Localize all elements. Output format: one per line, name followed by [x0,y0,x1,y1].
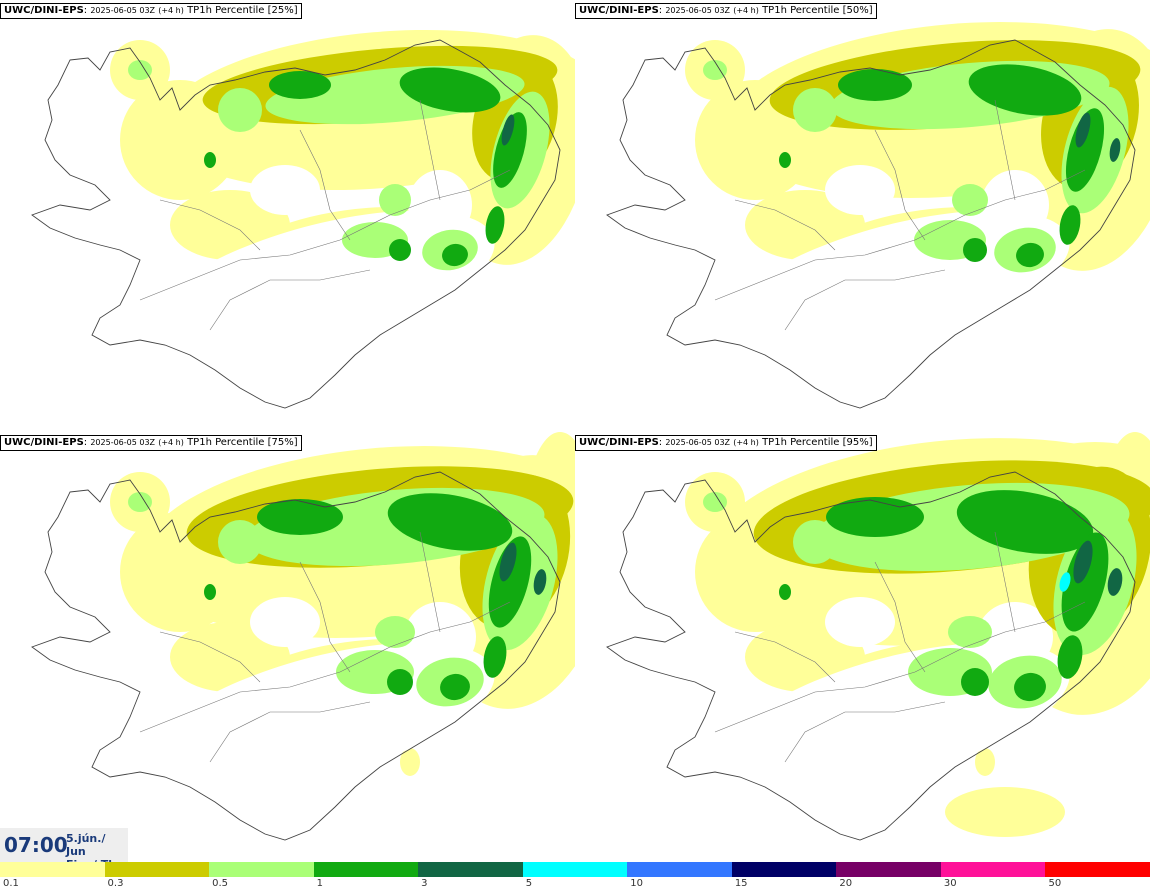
precipitation-map [606,22,1150,409]
legend-tick-label: 5 [525,878,533,889]
lead-time: (+4 h) [158,438,184,447]
map-panel-4: UWC/DINI-EPS: 2025-06-05 03Z (+4 h) TP1h… [575,432,1150,862]
map-panel-3: UWC/DINI-EPS: 2025-06-05 03Z (+4 h) TP1h… [0,432,575,862]
panel-title: UWC/DINI-EPS: 2025-06-05 03Z (+4 h) TP1h… [575,3,877,19]
legend-tick-label: 10 [630,878,643,889]
model-name: UWC/DINI-EPS [4,437,84,448]
legend-swatch [209,862,315,877]
title-separator: : [658,437,666,448]
field-name: TP1h Percentile [50%] [762,5,873,16]
panel-title: UWC/DINI-EPS: 2025-06-05 03Z (+4 h) TP1h… [0,435,302,451]
panel-title: UWC/DINI-EPS: 2025-06-05 03Z (+4 h) TP1h… [0,3,302,19]
legend-tick-label: 1 [316,878,323,889]
panel-title: UWC/DINI-EPS: 2025-06-05 03Z (+4 h) TP1h… [575,435,877,451]
model-name: UWC/DINI-EPS [579,437,659,448]
precipitation-map [31,432,575,841]
model-name: UWC/DINI-EPS [579,5,659,16]
lead-time: (+4 h) [733,438,759,447]
lead-time: (+4 h) [733,6,759,15]
legend-swatch [940,862,1046,877]
legend-tick-label: 15 [734,878,748,889]
legend-swatch [627,862,733,877]
model-name: UWC/DINI-EPS [4,5,84,16]
run-time: 2025-06-05 03Z [90,438,156,447]
title-separator: : [658,5,666,16]
valid-time-box: 07:00 5.jún./ Jun Fim./ Thu [0,828,128,871]
legend-tick-label: 20 [839,878,853,889]
legend-swatch [313,862,419,877]
lead-time: (+4 h) [158,6,184,15]
legend-tick-label: 0.3 [107,878,124,889]
run-time: 2025-06-05 03Z [665,438,731,447]
run-time: 2025-06-05 03Z [665,6,731,15]
legend-tick-label: 0.5 [212,878,228,889]
legend-tick-label: 50 [1048,878,1062,889]
run-time: 2025-06-05 03Z [90,6,156,15]
legend-swatch [104,862,210,877]
valid-time: 07:00 [4,833,68,857]
legend-swatch [418,862,524,877]
legend-swatch [1045,862,1150,877]
precipitation-map [31,29,575,409]
title-separator: : [83,5,91,16]
legend-tick-label: 30 [943,878,957,889]
map-panel-2: UWC/DINI-EPS: 2025-06-05 03Z (+4 h) TP1h… [575,0,1150,430]
precipitation-legend: 0.1 0.3 0.5 1 3 5 10 15 20 30 50 [0,862,1150,891]
precipitation-map [606,432,1150,841]
field-name: TP1h Percentile [25%] [187,5,298,16]
field-name: TP1h Percentile [95%] [762,437,873,448]
legend-tick-label: 0.1 [3,878,19,889]
title-separator: : [83,437,91,448]
legend-swatch [731,862,837,877]
legend-swatch [836,862,942,877]
legend-swatch [0,862,106,877]
legend-swatch [522,862,628,877]
field-name: TP1h Percentile [75%] [187,437,298,448]
valid-date-line1: 5.jún./ Jun [66,832,106,858]
legend-tick-label: 3 [421,878,428,889]
map-panel-1: UWC/DINI-EPS: 2025-06-05 03Z (+4 h) TP1h… [0,0,575,430]
